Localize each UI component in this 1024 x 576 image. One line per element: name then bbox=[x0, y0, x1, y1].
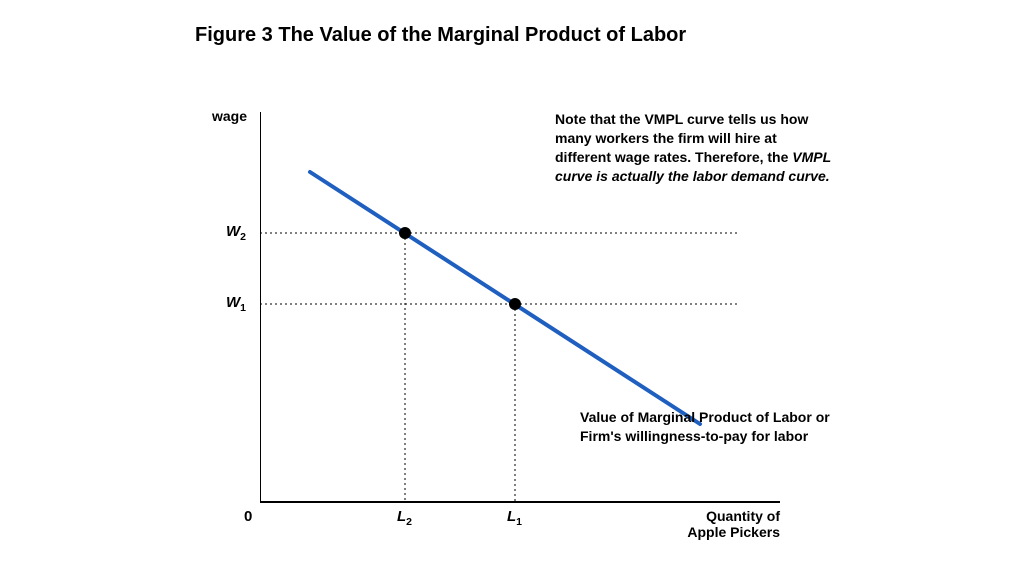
x-axis-label: Quantity ofApple Pickers bbox=[687, 508, 780, 540]
tick-l2: L2 bbox=[397, 508, 412, 528]
figure-title: Figure 3 The Value of the Marginal Produ… bbox=[195, 24, 686, 47]
origin-label: 0 bbox=[244, 508, 252, 525]
y-axis-label: wage bbox=[212, 108, 247, 124]
x-axis-label-line1: Quantity of bbox=[706, 508, 780, 524]
note-annotation: Note that the VMPL curve tells us how ma… bbox=[555, 110, 835, 186]
x-axis-label-line2: Apple Pickers bbox=[687, 524, 780, 540]
curve-label-annotation: Value of Marginal Product of Labor or Fi… bbox=[580, 408, 830, 446]
tick-w2: W2 bbox=[226, 223, 246, 243]
tick-l1: L1 bbox=[507, 508, 522, 528]
note-text-plain: Note that the VMPL curve tells us how ma… bbox=[555, 111, 808, 165]
tick-w1: W1 bbox=[226, 294, 246, 314]
